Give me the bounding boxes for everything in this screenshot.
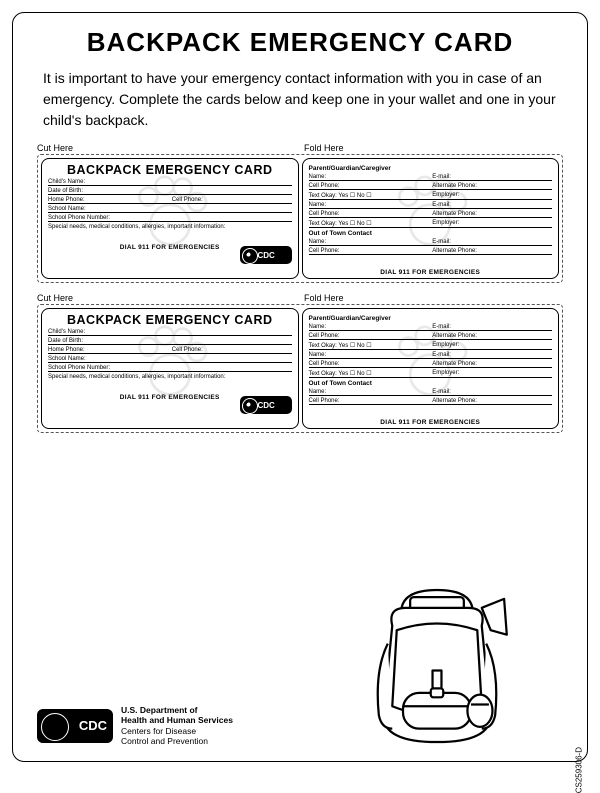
page: BACKPACK EMERGENCY CARD It is important … — [12, 12, 588, 762]
field-cell-phone: Cell Phone: — [172, 347, 292, 353]
field-alt: Alternate Phone: — [432, 248, 552, 254]
field-home-phone: Home Phone: — [48, 347, 168, 353]
cdc-badge-icon: CDC — [240, 396, 292, 414]
field-text-okay: Text Okay: Yes ☐ No ☐ — [309, 220, 429, 227]
footer-line: Health and Human Services — [121, 715, 233, 726]
out-of-town-header: Out of Town Contact — [309, 228, 553, 237]
backpack-icon — [347, 581, 527, 751]
field-name: Name: — [309, 389, 429, 395]
field-school-phone: School Phone Number: — [48, 365, 110, 371]
field-special: Special needs, medical conditions, aller… — [48, 372, 292, 380]
main-title: BACKPACK EMERGENCY CARD — [37, 27, 563, 58]
field-alt: Alternate Phone: — [432, 183, 552, 189]
guardian-header: Parent/Guardian/Caregiver — [309, 163, 553, 172]
field-child-name: Child's Name: — [48, 179, 85, 185]
fold-label: Fold Here — [300, 293, 563, 303]
field-employer: Employer: — [432, 370, 552, 377]
field-school-name: School Name: — [48, 356, 86, 362]
dial-text: DIAL 911 FOR EMERGENCIES — [309, 269, 553, 276]
field-employer: Employer: — [432, 342, 552, 349]
field-name: Name: — [309, 239, 429, 245]
field-email: E-mail: — [432, 202, 552, 208]
dial-text: DIAL 911 FOR EMERGENCIES — [309, 419, 553, 426]
field-cell: Cell Phone: — [309, 333, 429, 339]
card-right: Parent/Guardian/Caregiver Name:E-mail: C… — [302, 308, 560, 429]
out-of-town-header: Out of Town Contact — [309, 378, 553, 387]
cut-label: Cut Here — [37, 293, 300, 303]
footer: CDC U.S. Department of Health and Human … — [37, 705, 233, 748]
guardian-header: Parent/Guardian/Caregiver — [309, 313, 553, 322]
footer-line: Centers for Disease — [121, 726, 233, 737]
card-row: BACKPACK EMERGENCY CARD Child's Name: Da… — [37, 154, 563, 283]
cut-fold-labels: Cut Here Fold Here — [37, 293, 563, 303]
field-name: Name: — [309, 174, 429, 180]
field-dob: Date of Birth: — [48, 188, 83, 194]
field-email: E-mail: — [432, 239, 552, 245]
field-email: E-mail: — [432, 352, 552, 358]
field-home-phone: Home Phone: — [48, 197, 168, 203]
doc-id: CS259306-D — [574, 747, 583, 793]
field-email: E-mail: — [432, 389, 552, 395]
card-right: Parent/Guardian/Caregiver Name:E-mail: C… — [302, 158, 560, 279]
field-alt: Alternate Phone: — [432, 361, 552, 367]
field-special: Special needs, medical conditions, aller… — [48, 222, 292, 230]
footer-line: Control and Prevention — [121, 736, 233, 747]
field-email: E-mail: — [432, 324, 552, 330]
field-name: Name: — [309, 324, 429, 330]
field-name: Name: — [309, 352, 429, 358]
intro-text: It is important to have your emergency c… — [37, 68, 563, 131]
field-email: E-mail: — [432, 174, 552, 180]
field-alt: Alternate Phone: — [432, 333, 552, 339]
cut-fold-labels: Cut Here Fold Here — [37, 143, 563, 153]
card-row: BACKPACK EMERGENCY CARD Child's Name: Da… — [37, 304, 563, 433]
field-text-okay: Text Okay: Yes ☐ No ☐ — [309, 192, 429, 199]
field-cell: Cell Phone: — [309, 398, 429, 404]
field-name: Name: — [309, 202, 429, 208]
field-cell-phone: Cell Phone: — [172, 197, 292, 203]
field-school-name: School Name: — [48, 206, 86, 212]
field-cell: Cell Phone: — [309, 183, 429, 189]
cut-label: Cut Here — [37, 143, 300, 153]
field-alt: Alternate Phone: — [432, 211, 552, 217]
field-text-okay: Text Okay: Yes ☐ No ☐ — [309, 342, 429, 349]
footer-line: U.S. Department of — [121, 705, 233, 716]
cdc-logo-icon: CDC — [37, 709, 113, 743]
field-employer: Employer: — [432, 192, 552, 199]
card-left: BACKPACK EMERGENCY CARD Child's Name: Da… — [41, 158, 299, 279]
field-cell: Cell Phone: — [309, 248, 429, 254]
field-child-name: Child's Name: — [48, 329, 85, 335]
field-cell: Cell Phone: — [309, 211, 429, 217]
card-left: BACKPACK EMERGENCY CARD Child's Name: Da… — [41, 308, 299, 429]
field-text-okay: Text Okay: Yes ☐ No ☐ — [309, 370, 429, 377]
cdc-badge-icon: CDC — [240, 246, 292, 264]
fold-label: Fold Here — [300, 143, 563, 153]
field-cell: Cell Phone: — [309, 361, 429, 367]
field-school-phone: School Phone Number: — [48, 215, 110, 221]
field-alt: Alternate Phone: — [432, 398, 552, 404]
footer-text: U.S. Department of Health and Human Serv… — [121, 705, 233, 748]
field-dob: Date of Birth: — [48, 338, 83, 344]
field-employer: Employer: — [432, 220, 552, 227]
